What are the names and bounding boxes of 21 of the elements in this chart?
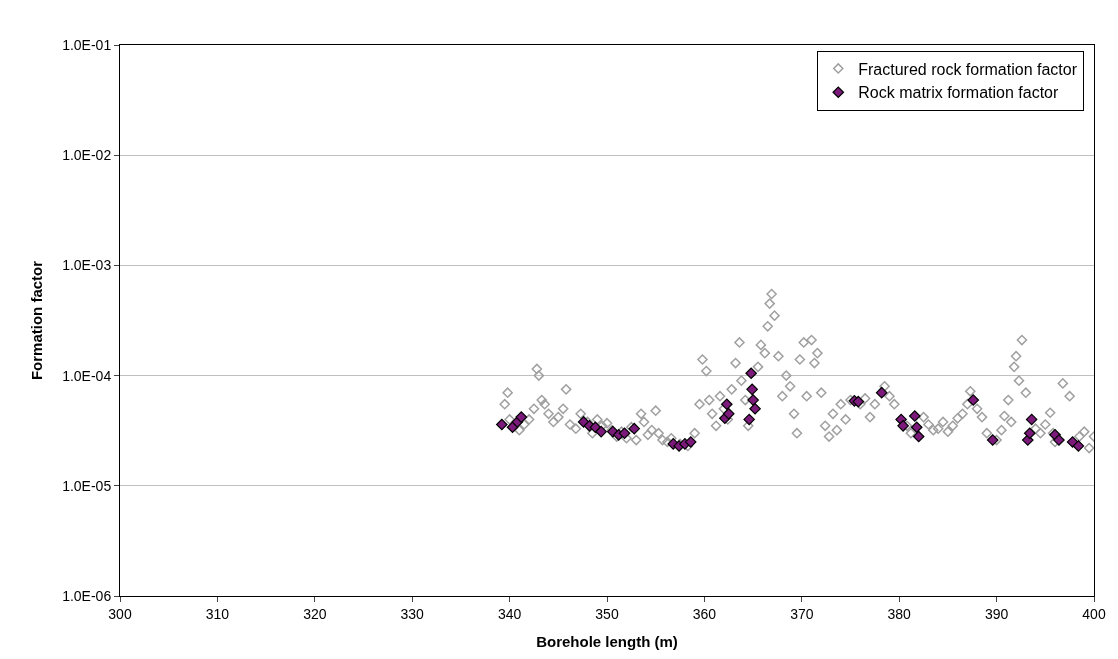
- y-tick-label: 1.0E-01: [62, 36, 112, 53]
- y-tick-label: 1.0E-05: [62, 477, 112, 494]
- x-tick-label: 300: [108, 605, 132, 622]
- y-tick-label: 1.0E-03: [62, 257, 112, 274]
- x-tick-label: 380: [887, 605, 912, 622]
- x-tick-label: 390: [984, 605, 1009, 622]
- x-axis-title: Borehole length (m): [536, 632, 678, 650]
- y-tick-label: 1.0E-06: [62, 587, 112, 604]
- x-tick-label: 360: [692, 605, 717, 622]
- y-tick-label: 1.0E-04: [62, 367, 112, 384]
- x-tick-label: 330: [400, 605, 425, 622]
- x-tick-label: 370: [790, 605, 814, 622]
- x-tick-label: 320: [303, 605, 327, 622]
- y-axis-title: Formation factor: [28, 260, 46, 381]
- legend-label: Fractured rock formation factor: [858, 60, 1078, 78]
- x-tick-label: 310: [205, 605, 230, 622]
- x-tick-label: 350: [595, 605, 619, 622]
- legend-label: Rock matrix formation factor: [858, 84, 1059, 102]
- y-tick-label: 1.0E-02: [62, 147, 112, 164]
- x-tick-label: 340: [497, 605, 522, 622]
- x-tick-label: 400: [1082, 605, 1106, 622]
